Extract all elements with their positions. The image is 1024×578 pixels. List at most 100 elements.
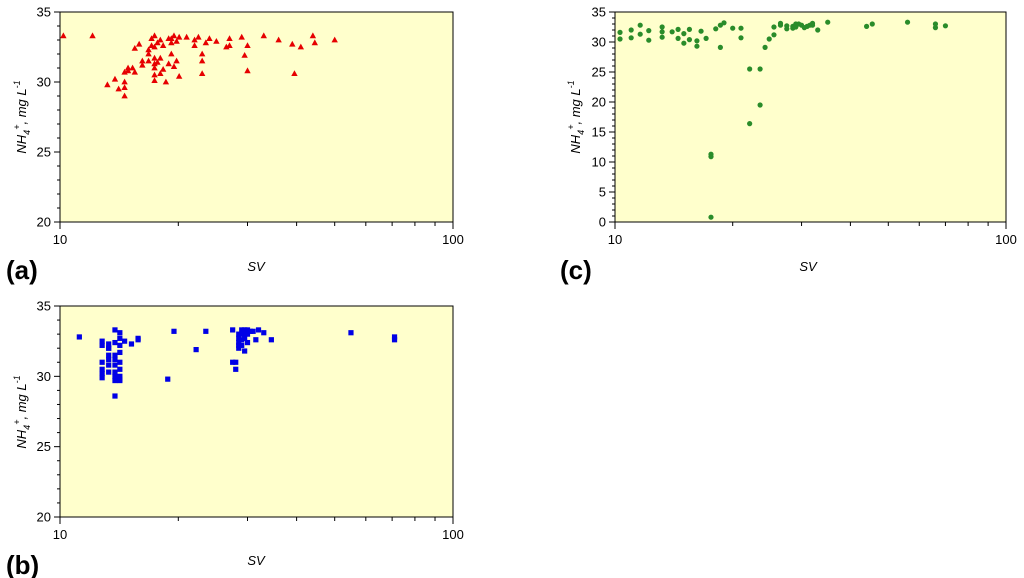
chart-b-point: [242, 331, 248, 337]
chart-b-point: [239, 331, 245, 337]
chart-b-point: [253, 337, 259, 343]
chart-c-point: [869, 21, 875, 27]
chart-a-point: [159, 42, 167, 48]
chart-c-point: [815, 27, 821, 33]
chart-b-point: [233, 366, 239, 372]
chart-b-point: [242, 348, 248, 354]
chart-a-point: [206, 35, 213, 41]
chart-a-point: [131, 68, 139, 75]
chart-b-point: [233, 359, 239, 365]
chart-a-point: [151, 54, 158, 61]
chart-b-point: [112, 369, 118, 375]
chart-b-point: [236, 345, 242, 351]
chart-b-point: [247, 328, 253, 334]
chart-b-point: [76, 334, 82, 340]
chart-a-point: [170, 63, 178, 69]
chart-c-point: [681, 30, 687, 37]
chart-b-point: [112, 356, 118, 363]
chart-c-point: [825, 19, 831, 25]
chart-c-ytick-label: 20: [592, 95, 606, 110]
chart-c-point: [863, 23, 870, 29]
chart-a-point: [145, 50, 152, 57]
chart-a-point: [151, 43, 158, 50]
chart-a-point: [129, 64, 136, 71]
chart-a-point: [139, 57, 146, 64]
chart-a-point: [121, 84, 128, 90]
chart-a-ytick-label: 30: [37, 75, 51, 90]
chart-b-point: [112, 327, 118, 333]
chart-b-point: [112, 377, 118, 384]
chart-c-ytick-label: 5: [599, 185, 606, 200]
chart-c-plot-area: [614, 11, 1007, 223]
chart-c-xtick-label: 100: [995, 232, 1017, 247]
chart-c-ytick-label: 0: [599, 215, 606, 230]
chart-b-ytick-label: 30: [37, 369, 51, 384]
chart-a-axes: 20 25 30 35 10 100: [37, 5, 464, 248]
chart-b-point: [244, 331, 251, 337]
chart-a-point: [202, 39, 210, 46]
chart-a-point: [121, 92, 128, 99]
chart-b-point: [193, 347, 199, 353]
chart-c-xtick-label: 10: [608, 232, 622, 247]
chart-b-point: [239, 337, 245, 343]
chart-a-point: [173, 38, 180, 44]
chart-b-point: [268, 337, 274, 343]
chart-a-point: [244, 42, 251, 48]
chart-b-point: [99, 338, 105, 344]
chart-b-xtick-label: 100: [442, 527, 464, 542]
chart-c-point: [637, 22, 643, 28]
chart-b-point: [117, 342, 123, 348]
chart-a-point: [175, 33, 183, 40]
chart-a-point: [331, 36, 338, 43]
chart-b-point: [244, 339, 251, 346]
chart-b-point: [391, 334, 398, 340]
chart-a-point: [151, 71, 158, 78]
chart-a-point: [260, 32, 267, 39]
chart-c-ytick-label: 15: [592, 125, 606, 140]
chart-a-point: [124, 64, 132, 71]
chart-c-point: [942, 23, 949, 29]
chart-b-panel-label: (b): [6, 550, 39, 578]
chart-a-x-axis-label: SV: [247, 259, 266, 274]
chart-a-point: [159, 66, 167, 72]
chart-a-point: [198, 70, 206, 76]
chart-c-point: [721, 20, 727, 26]
chart-c-point: [694, 38, 700, 44]
chart-b-point: [255, 327, 262, 333]
chart-a-ytick-label: 20: [37, 215, 51, 230]
chart-c-panel-label: (c): [560, 255, 592, 285]
chart-c-point: [766, 36, 772, 42]
chart-b-point: [121, 338, 128, 344]
chart-c-point: [932, 25, 939, 31]
chart-a-point: [275, 36, 282, 43]
chart-b-point: [112, 393, 118, 399]
chart-b-point: [230, 327, 236, 333]
chart-b-point: [236, 335, 242, 341]
chart-a-plot-area: [59, 11, 454, 223]
chart-a-points: [60, 32, 338, 99]
chart-c-point: [669, 29, 675, 35]
chart-c-ytick-label: 25: [592, 65, 606, 80]
chart-c-point: [681, 40, 687, 46]
chart-a-point: [195, 33, 202, 40]
chart-a-point: [175, 73, 183, 79]
chart-b-point: [236, 342, 242, 348]
chart-c-point: [675, 35, 681, 42]
chart-c-point: [675, 26, 681, 32]
chart-a-point: [139, 61, 146, 68]
chart-c-point: [771, 32, 777, 38]
chart-b-point: [128, 341, 135, 347]
chart-a-point: [135, 40, 143, 47]
chart-b-point: [203, 328, 209, 334]
chart-a-point: [226, 35, 233, 41]
chart-c-point: [628, 35, 634, 41]
chart-b-point: [106, 345, 112, 351]
chart-c-point: [617, 36, 623, 42]
chart-a-point: [145, 57, 152, 64]
chart-a-point: [157, 54, 164, 61]
chart-c-point: [698, 28, 704, 34]
chart-c: 0 5 10 15 20 25 30 35 10 100 SV NH4+, mg L-1 (c): [560, 5, 1017, 286]
chart-c-point: [757, 66, 763, 72]
chart-b-y-axis-label: NH4+, mg L-1: [12, 375, 32, 448]
